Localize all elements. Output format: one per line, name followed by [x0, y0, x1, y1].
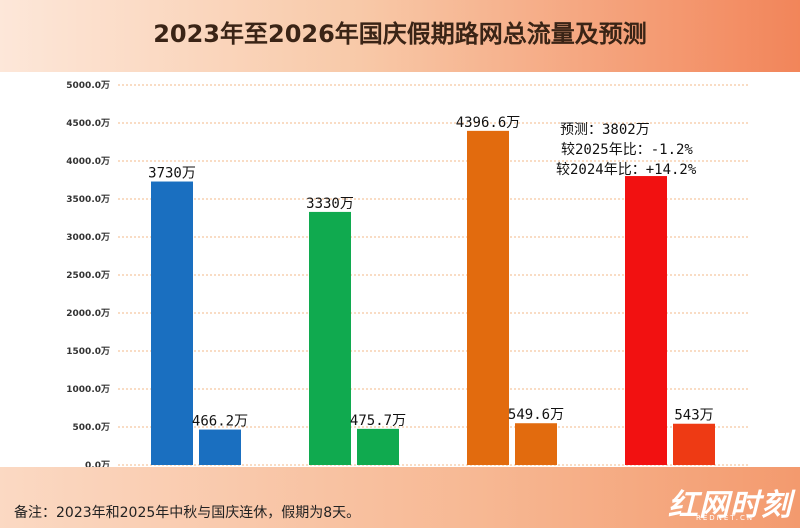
y-tick-label: 1000.0万: [66, 384, 110, 395]
y-tick-label: 3500.0万: [66, 194, 110, 205]
bar: [467, 130, 509, 465]
bar-chart: 0.0万 500.0万 1000.0万 1500.0万 2000.0万 2500.0万 30…: [66, 80, 748, 468]
y-tick-label: 3000.0万: [66, 232, 110, 243]
data-label: 543万: [674, 408, 713, 424]
data-label: 4396.6万: [456, 115, 521, 131]
forecast-annotation: 较2025年比：-1.2%: [561, 142, 693, 158]
y-tick-label: 1500.0万: [66, 346, 110, 357]
logo-text: 红网时刻: [668, 488, 792, 523]
title-bar: [0, 0, 800, 72]
data-label: 549.6万: [508, 407, 564, 423]
footer-band: [0, 467, 800, 528]
data-label: 3330万: [306, 196, 354, 212]
logo-subtext: REDNET.CN: [696, 514, 755, 522]
bar: [625, 176, 667, 465]
bar: [357, 428, 399, 465]
forecast-annotation: 预测：3802万: [560, 122, 650, 138]
bar: [309, 211, 351, 465]
y-tick-label: 4000.0万: [66, 156, 110, 167]
y-tick-label: 2500.0万: [66, 270, 110, 281]
forecast-annotation: 较2024年比：+14.2%: [556, 162, 697, 178]
y-tick-label: 0.0万: [85, 460, 110, 468]
bar: [199, 429, 241, 465]
bar: [673, 423, 715, 465]
rednet-logo: 红网时刻 REDNET.CN: [668, 480, 792, 524]
data-label: 3730万: [148, 166, 196, 182]
y-tick-label: 4500.0万: [66, 118, 110, 129]
bar: [151, 181, 193, 465]
y-tick-label: 500.0万: [73, 422, 110, 433]
data-label: 475.7万: [350, 413, 406, 429]
data-label: 466.2万: [192, 414, 248, 430]
y-tick-label: 2000.0万: [66, 308, 110, 319]
footnote: 备注：2023年和2025年中秋与国庆连休，假期为8天。: [14, 505, 361, 521]
chart-title: 2023年至2026年国庆假期路网总流量及预测: [153, 20, 647, 48]
bar: [515, 423, 557, 465]
y-tick-label: 5000.0万: [66, 80, 110, 91]
